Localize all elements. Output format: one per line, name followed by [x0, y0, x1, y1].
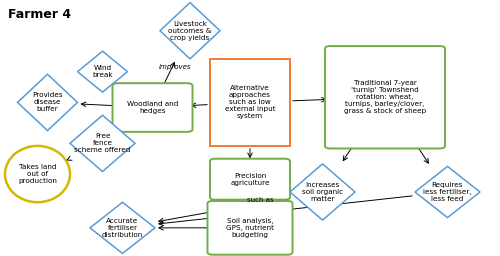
Text: Accurate
fertiliser
distribution: Accurate fertiliser distribution — [102, 218, 143, 238]
Text: Traditional 7-year
'turnip' Townshend
rotation: wheat,
turnips, barley/clover,
g: Traditional 7-year 'turnip' Townshend ro… — [344, 80, 426, 114]
Text: Farmer 4: Farmer 4 — [8, 8, 70, 21]
Text: Increases
soil organic
matter: Increases soil organic matter — [302, 182, 343, 202]
Polygon shape — [160, 3, 220, 59]
Text: such as: such as — [246, 197, 274, 203]
Text: Precision
agriculture: Precision agriculture — [230, 173, 270, 186]
Polygon shape — [70, 115, 135, 172]
Text: Wind
break: Wind break — [92, 65, 113, 78]
Text: Livestock
outcomes &
crop yields: Livestock outcomes & crop yields — [168, 21, 212, 41]
Polygon shape — [290, 164, 355, 220]
Text: improves: improves — [158, 64, 191, 70]
Text: Soil analysis,
GPS, nutrient
budgeting: Soil analysis, GPS, nutrient budgeting — [226, 218, 274, 238]
Polygon shape — [18, 74, 78, 131]
Text: Takes land
out of
production: Takes land out of production — [18, 164, 57, 184]
Text: Provides
disease
buffer: Provides disease buffer — [32, 92, 63, 112]
Text: Requires
less fertiliser,
less feed: Requires less fertiliser, less feed — [423, 182, 472, 202]
FancyBboxPatch shape — [325, 46, 445, 148]
Ellipse shape — [5, 146, 70, 202]
Text: Free
fence
scheme offered: Free fence scheme offered — [74, 133, 130, 153]
FancyBboxPatch shape — [210, 159, 290, 200]
Polygon shape — [90, 202, 155, 253]
Polygon shape — [78, 51, 128, 92]
Polygon shape — [415, 166, 480, 218]
Text: Alternative
approaches
such as low
external input
system: Alternative approaches such as low exter… — [224, 86, 276, 119]
FancyBboxPatch shape — [112, 83, 192, 132]
FancyBboxPatch shape — [208, 201, 292, 255]
Text: Woodland and
hedges: Woodland and hedges — [127, 101, 178, 114]
FancyBboxPatch shape — [210, 59, 290, 146]
